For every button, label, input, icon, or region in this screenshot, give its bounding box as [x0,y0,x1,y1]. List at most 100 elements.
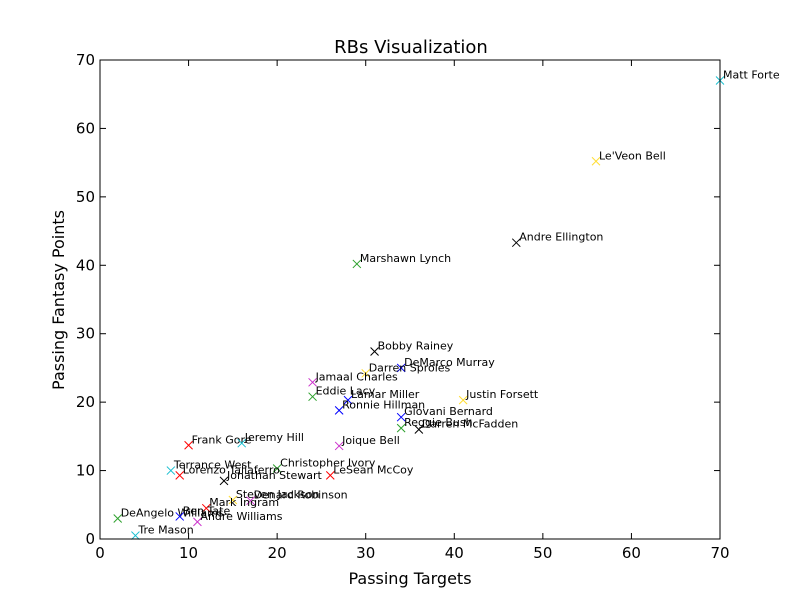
data-point: Justin Forsett [458,388,539,405]
point-label: Andre Williams [200,510,282,523]
data-point: Terrance West [166,459,252,475]
data-point: Joique Bell [334,434,400,451]
point-label: Giovani Bernard [404,405,493,418]
point-label: Ben Tate [183,504,231,517]
point-label: Justin Forsett [465,388,539,401]
point-label: DeAngelo Williams [121,506,224,519]
point-label: Steven Jackson [236,488,320,501]
x-marker-stroke [131,531,140,540]
data-point: LeSean McCoy [325,463,414,480]
x-marker-stroke [175,512,185,521]
point-label: Le'Veon Bell [599,149,666,162]
x-marker-stroke [511,238,521,248]
point-label: Frank Gore [192,433,252,446]
point-label: Eddie Lacy [316,385,376,398]
x-tick-label: 20 [268,544,287,562]
x-tick-label: 0 [95,544,105,562]
data-point: Andre Williams [193,510,283,527]
data-point: Bobby Rainey [370,340,454,356]
data-point: Ben Tate [175,504,231,521]
x-marker-stroke [308,392,317,402]
x-tick-label: 50 [533,544,552,562]
chart-title: RBs Visualization [334,37,488,58]
point-label: Denard Robinson [254,489,348,502]
data-point: Jamaal Charles [308,370,398,387]
data-point: Denard Robinson [246,489,348,506]
point-label: Terrance West [173,459,252,472]
point-label: Andre Ellington [519,231,603,244]
x-marker-stroke [237,438,247,448]
data-point: Matt Forte [715,69,780,85]
data-point: Darren McFadden [414,418,518,434]
point-label: Lamar Miller [351,388,420,401]
y-tick-label: 20 [76,393,95,411]
point-label: Marshawn Lynch [360,252,451,265]
point-label: Matt Forte [723,69,780,82]
point-label: Tre Mason [137,524,193,537]
y-tick-label: 50 [76,188,95,206]
data-point: Mark Ingram [201,496,279,513]
x-tick-label: 40 [445,544,464,562]
point-label: Jeremy Hill [244,431,304,444]
point-label: Darren Sproles [369,361,451,374]
x-marker-stroke [591,156,601,166]
points-layer: Matt Forte Le'Veon Bell Andre Ellington Mar… [113,69,780,540]
point-label: Joique Bell [341,434,400,447]
point-label: Jonathan Stewart [226,469,323,482]
x-marker-stroke [343,395,353,405]
data-point: Eddie Lacy [308,385,376,402]
ticks-layer: 0 10 20 30 40 50 60 70 0 10 20 30 40 50 60 70 [76,51,730,562]
x-tick-label: 10 [179,544,198,562]
point-label: Jamaal Charles [315,370,398,383]
x-marker-stroke [361,369,371,378]
x-marker-stroke [184,440,193,450]
x-marker-stroke [175,471,185,480]
point-label: DeMarco Murray [404,356,495,369]
x-marker-stroke [396,423,406,433]
x-marker-stroke [370,347,379,356]
x-marker-stroke [219,476,229,486]
y-tick-label: 60 [76,119,95,137]
y-tick-label: 10 [76,462,95,480]
x-tick-label: 30 [356,544,375,562]
x-marker-stroke [325,471,335,480]
x-marker-stroke [414,425,424,434]
data-point: Le'Veon Bell [591,149,666,166]
x-tick-label: 60 [622,544,641,562]
data-point: DeAngelo Williams [113,506,224,523]
data-point: Lamar Miller [343,388,420,405]
point-label: Bobby Rainey [378,340,454,353]
data-point: Andre Ellington [511,231,603,248]
plot-frame [99,59,721,540]
data-point: DeMarco Murray [396,356,495,373]
y-tick-label: 30 [76,325,95,343]
x-marker-stroke [166,466,176,475]
y-tick-label: 70 [76,51,95,69]
x-marker-stroke [201,503,211,513]
x-marker-stroke [334,406,344,415]
x-tick-label: 70 [710,544,729,562]
x-marker-stroke [246,496,255,506]
x-marker-stroke [352,259,362,269]
x-marker-stroke [396,363,406,373]
point-label: Reggie Bush [404,416,472,429]
data-point: Darren Sproles [361,361,451,378]
x-marker-stroke [396,412,406,422]
data-point: Steven Jackson [228,488,320,505]
x-axis-label: Passing Targets [348,569,471,588]
data-point: Frank Gore [184,433,252,450]
x-marker-stroke [193,517,202,527]
data-point: Lorenzo Taliaferro [175,463,280,480]
x-marker-stroke [272,464,282,473]
x-marker-stroke [308,377,317,387]
point-label: Ronnie Hillman [342,398,425,411]
x-marker-stroke [228,495,238,505]
data-point: Giovani Bernard [396,405,493,422]
data-point: Ronnie Hillman [334,398,425,415]
y-axis-label: Passing Fantasy Points [49,210,68,390]
x-marker-stroke [113,514,123,523]
x-marker-stroke [458,395,468,405]
data-point: Marshawn Lynch [352,252,451,269]
y-tick-label: 40 [76,256,95,274]
